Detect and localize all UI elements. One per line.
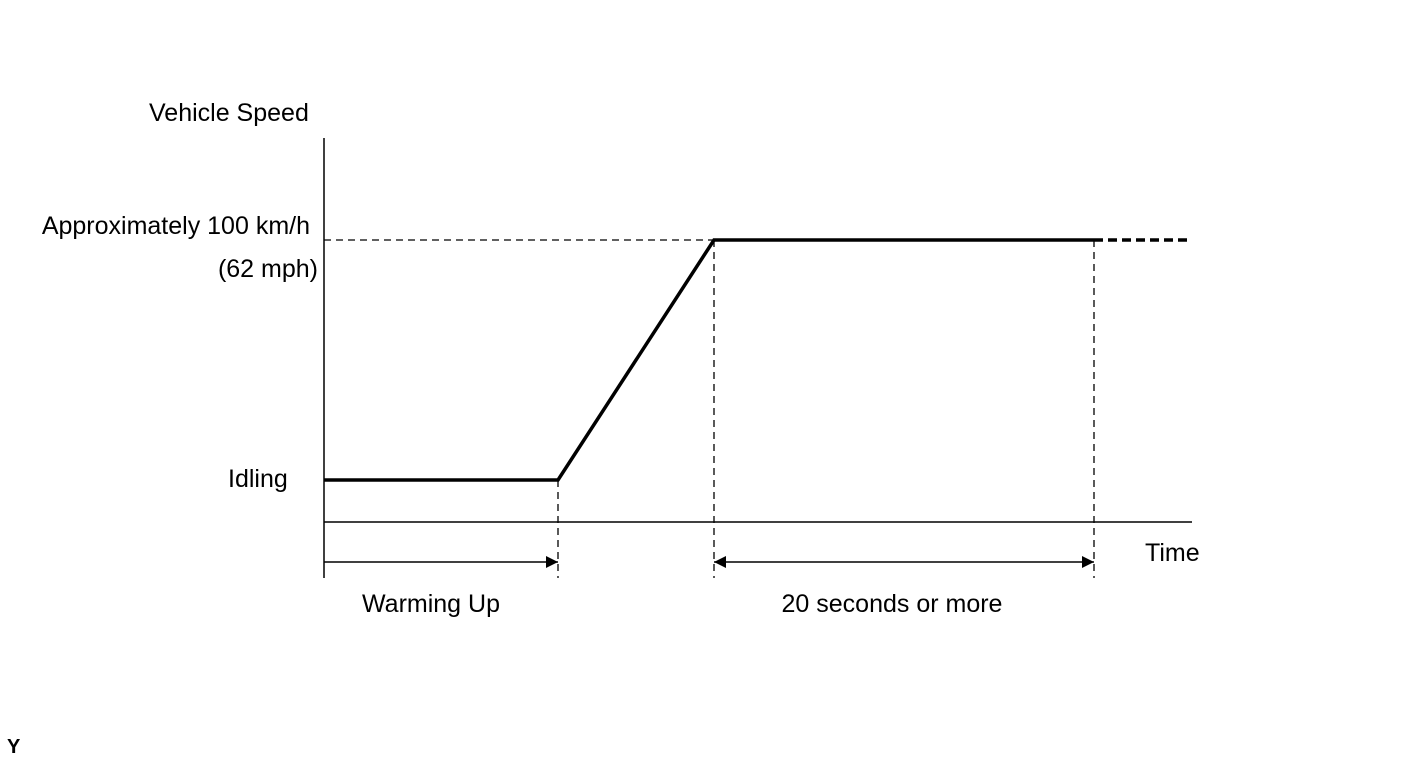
level-label: Approximately 100 km/h <box>42 212 310 240</box>
interval-label: 20 seconds or more <box>782 590 1003 618</box>
y-axis-label: Vehicle Speed <box>149 99 309 127</box>
figure-code: Y <box>7 736 21 758</box>
level-label: Idling <box>228 465 288 493</box>
level-label: (62 mph) <box>218 255 318 283</box>
interval-label: Warming Up <box>362 590 500 618</box>
speed-profile <box>324 238 1094 482</box>
x-axis-label: Time <box>1145 539 1200 567</box>
